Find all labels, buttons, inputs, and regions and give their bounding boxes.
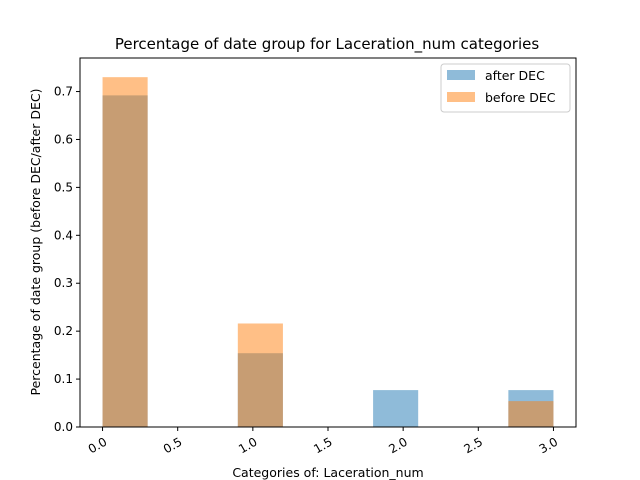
y-tick-label: 0.5 xyxy=(54,180,73,194)
chart-title: Percentage of date group for Laceration_… xyxy=(115,35,540,54)
y-tick-label: 0.7 xyxy=(54,85,73,99)
x-tick-label: 2.0 xyxy=(386,435,410,457)
bar-before-dec-0 xyxy=(102,77,148,428)
bar-after-dec-2 xyxy=(373,390,419,427)
y-tick-label: 0.2 xyxy=(54,324,73,338)
bar-before-dec-3 xyxy=(508,401,554,427)
x-tick-label: 0.5 xyxy=(161,435,185,457)
y-tick-label: 0.1 xyxy=(54,372,73,386)
x-tick-label: 1.0 xyxy=(236,435,260,457)
legend-label-after-dec: after DEC xyxy=(485,68,545,83)
plot-frame xyxy=(79,57,577,428)
bar-before-dec-1 xyxy=(237,323,283,427)
y-axis: 0.0 0.1 0.2 0.3 0.4 0.5 0.6 0.7 xyxy=(54,85,80,434)
x-axis-label: Categories of: Laceration_num xyxy=(232,465,423,480)
y-axis-label: Percentage of date group (before DEC/aft… xyxy=(28,89,43,396)
bars-layer xyxy=(102,77,554,428)
legend-label-before-dec: before DEC xyxy=(485,90,556,105)
y-tick-label: 0.6 xyxy=(54,132,73,146)
x-tick-label: 2.5 xyxy=(462,435,486,457)
y-tick-label: 0.0 xyxy=(54,420,73,434)
x-tick-label: 0.0 xyxy=(86,435,110,457)
x-axis: 0.0 0.5 1.0 1.5 2.0 2.5 3.0 xyxy=(86,427,560,456)
legend-swatch-after-dec xyxy=(447,70,475,80)
legend: after DEC before DEC xyxy=(440,63,571,113)
legend-swatch-before-dec xyxy=(447,92,475,102)
y-tick-label: 0.3 xyxy=(54,276,73,290)
y-tick-label: 0.4 xyxy=(54,228,73,242)
x-tick-label: 3.0 xyxy=(537,435,561,457)
x-tick-label: 1.5 xyxy=(311,435,335,457)
